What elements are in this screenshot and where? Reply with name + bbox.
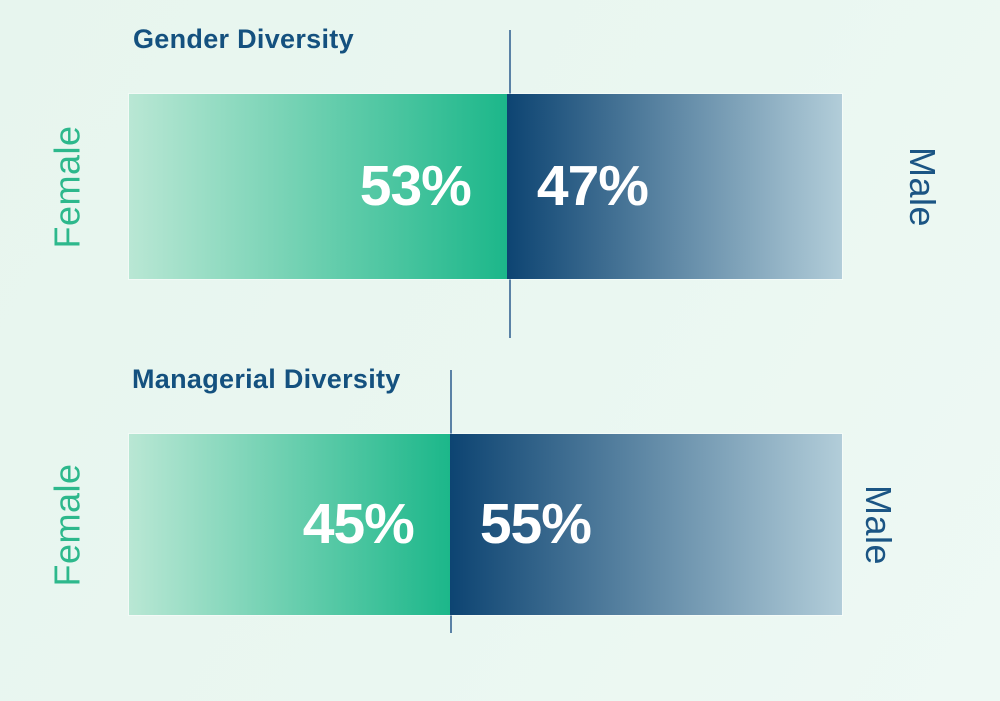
male-axis-label-text: Male (858, 484, 899, 565)
female-axis-label-managerial: Female (36, 435, 100, 614)
male-segment-gender: 47% (506, 94, 842, 279)
female-segment-managerial: 45% (129, 434, 450, 615)
male-axis-label-gender: Male (890, 95, 954, 278)
stacked-bar-managerial: 45% 55% (128, 433, 843, 616)
female-axis-label-text: Female (47, 124, 89, 249)
male-percent-managerial: 55% (479, 492, 592, 556)
chart-title-gender-diversity: Gender Diversity (133, 24, 354, 54)
female-percent-managerial: 45% (302, 492, 415, 556)
male-axis-label-text: Male (902, 146, 943, 227)
female-axis-label-gender: Female (36, 95, 100, 278)
male-percent-gender: 47% (536, 154, 649, 218)
female-percent-gender: 53% (359, 154, 472, 218)
female-segment-gender: 53% (129, 94, 507, 279)
male-segment-managerial: 55% (449, 434, 842, 615)
chart-title-managerial-diversity: Managerial Diversity (132, 364, 401, 394)
stacked-bar-gender: 53% 47% (128, 93, 843, 280)
female-axis-label-text: Female (47, 462, 89, 587)
male-axis-label-managerial: Male (846, 435, 910, 614)
